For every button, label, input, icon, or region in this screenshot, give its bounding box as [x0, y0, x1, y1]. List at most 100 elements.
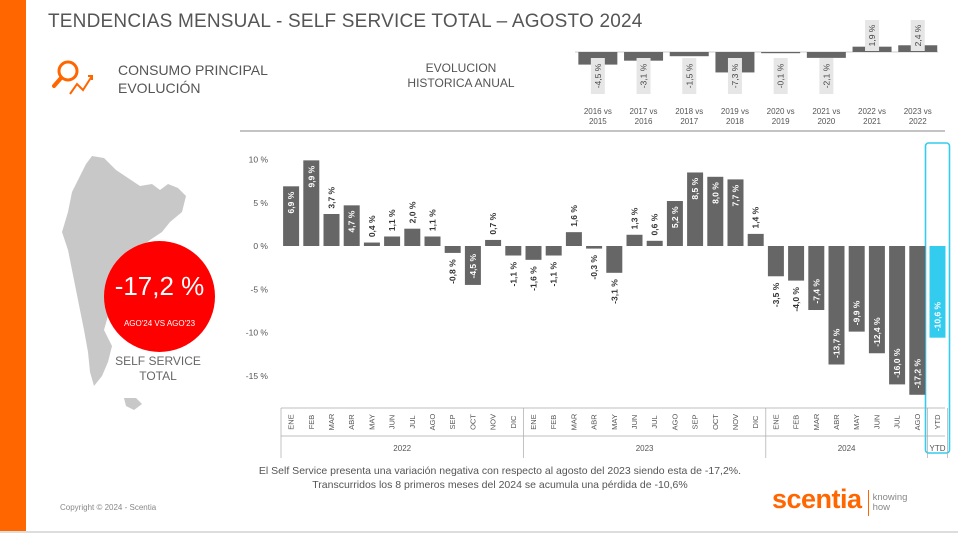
x-tick-label: JUN — [630, 415, 639, 430]
highlight-circle: -17,2 % AGO'24 VS AGO'23 — [104, 241, 215, 352]
month-data-label: -0,8 % — [448, 259, 458, 284]
month-data-label: -9,9 % — [852, 300, 862, 325]
x-tick-label: MAY — [367, 414, 376, 430]
month-data-label: -4,0 % — [791, 287, 801, 312]
x-tick-label: AGO — [913, 413, 922, 430]
caption-line-1: El Self Service presenta una variación n… — [258, 465, 742, 477]
month-data-label: -10,6 % — [933, 301, 943, 331]
annual-bar — [624, 52, 664, 61]
annual-category-label: 2019 vs — [721, 107, 749, 116]
y-tick-label: 0 % — [253, 241, 268, 251]
month-bar — [868, 246, 885, 354]
annual-category-label: 2021 vs — [812, 107, 840, 116]
x-tick-label: ENE — [771, 414, 780, 429]
month-bar — [848, 246, 865, 332]
month-bar — [747, 233, 764, 246]
month-data-label: 1,4 % — [751, 206, 761, 228]
x-tick-label: ABR — [347, 414, 356, 430]
month-bar — [788, 246, 805, 281]
x-tick-label: ABR — [590, 414, 599, 430]
month-data-label: 7,7 % — [731, 184, 741, 206]
annual-data-label-box — [590, 58, 605, 94]
month-bar — [485, 239, 502, 246]
annual-data-label: 1,9 % — [867, 24, 877, 46]
logo-separator — [867, 490, 869, 516]
chart-caption: El Self Service presenta una variación n… — [240, 464, 760, 492]
y-tick-label: -5 % — [251, 284, 269, 294]
highlight-label: AGO'24 VS AGO'23 — [123, 319, 196, 328]
annual-data-label-box — [773, 58, 788, 94]
self-service-label: SELF SERVICE TOTAL — [108, 354, 208, 384]
annual-data-label-box — [819, 58, 834, 94]
y-tick-label: 5 % — [253, 198, 268, 208]
month-data-label: 1,3 % — [630, 207, 640, 229]
month-data-label: -4,5 % — [468, 254, 478, 279]
month-data-label: -16,0 % — [892, 348, 902, 378]
year-label: 2023 — [636, 444, 654, 453]
annual-data-label-box — [636, 58, 651, 94]
annual-category-label: 2018 vs — [675, 107, 703, 116]
month-bar — [444, 246, 461, 253]
month-data-label: 8,0 % — [710, 182, 720, 204]
annual-category-label-year: 2017 — [680, 117, 698, 126]
month-bar — [565, 232, 582, 246]
x-tick-label: MAY — [852, 414, 861, 430]
month-bar — [323, 213, 340, 246]
x-tick-label: DIC — [509, 415, 518, 429]
logo-tagline: knowing how — [873, 493, 908, 513]
x-tick-label: AGO — [428, 413, 437, 430]
annual-chart-title: EVOLUCION HISTORICA ANUAL — [396, 61, 526, 91]
annual-data-label: -0,1 % — [776, 63, 786, 88]
annual-category-label: 2016 vs — [584, 107, 612, 116]
annual-data-label-box — [910, 20, 925, 51]
annual-bar — [806, 52, 846, 58]
month-bar — [545, 246, 562, 256]
month-bar — [889, 246, 906, 385]
annual-category-label-year: 2021 — [863, 117, 881, 126]
month-bar — [363, 242, 380, 246]
annual-category-label: 2017 vs — [630, 107, 658, 116]
y-tick-label: 10 % — [249, 155, 269, 165]
month-bar — [505, 246, 522, 256]
x-tick-label: JUN — [388, 415, 397, 430]
month-bar — [727, 179, 744, 246]
self-service-line-2: TOTAL — [139, 369, 177, 383]
annual-category-label: 2020 vs — [767, 107, 795, 116]
x-tick-label: YTD — [933, 414, 942, 430]
month-data-label: 0,7 % — [488, 212, 498, 234]
month-data-label: -3,5 % — [771, 282, 781, 307]
month-bar — [767, 246, 784, 277]
orange-side-bar — [0, 0, 26, 531]
annual-data-label: -2,1 % — [821, 63, 831, 88]
x-tick-label: FEB — [549, 415, 558, 430]
month-data-label: -1,6 % — [529, 266, 539, 291]
month-data-label: -3,1 % — [609, 279, 619, 304]
scentia-logo: scentia knowing how — [772, 484, 907, 516]
month-bar — [384, 236, 401, 246]
month-data-label: 9,9 % — [306, 165, 316, 187]
month-bar — [828, 246, 845, 365]
month-data-label: 0,6 % — [650, 213, 660, 235]
x-tick-label: OCT — [711, 414, 720, 430]
annual-title-line-2: HISTORICA ANUAL — [407, 76, 515, 90]
annual-category-label-year: 2020 — [817, 117, 835, 126]
month-bar — [525, 246, 542, 260]
annual-category-label: 2022 vs — [858, 107, 886, 116]
annual-bar — [669, 52, 709, 57]
x-tick-label: NOV — [489, 414, 498, 430]
y-tick-label: -10 % — [246, 328, 269, 338]
annual-data-label: 2,4 % — [913, 24, 923, 46]
month-bar — [707, 176, 724, 246]
caption-line-2: Transcurridos los 8 primeros meses del 2… — [312, 479, 688, 491]
annual-category-label-year: 2022 — [909, 117, 927, 126]
logo-wordmark: scentia — [772, 484, 862, 514]
annual-data-label-box — [865, 20, 880, 51]
annual-data-label-box — [682, 58, 697, 94]
logo-tagline-line-2: how — [872, 502, 890, 513]
annual-data-label-box — [727, 58, 742, 94]
month-bar — [343, 205, 360, 246]
month-data-label: -1,1 % — [508, 261, 518, 286]
annual-bar — [761, 52, 801, 54]
month-bar — [687, 172, 704, 246]
